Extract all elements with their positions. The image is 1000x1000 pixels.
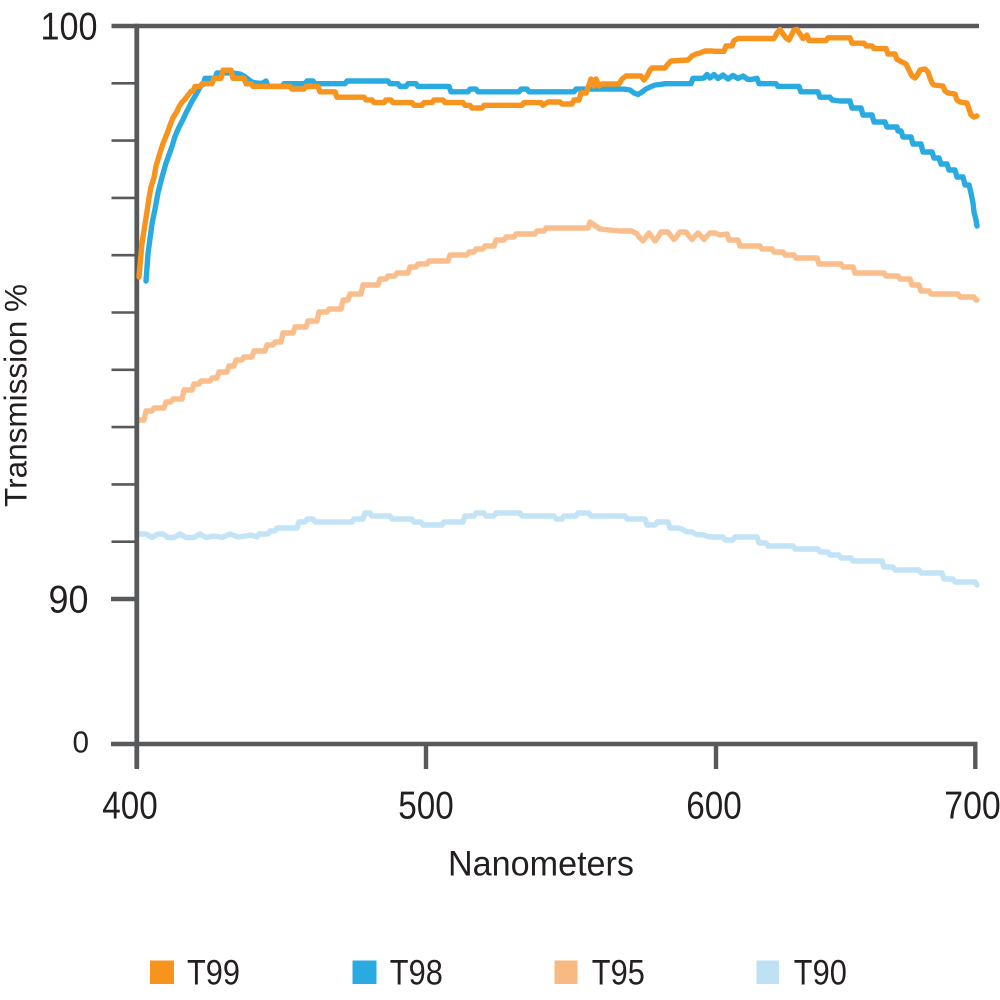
svg-text:90: 90	[49, 579, 89, 622]
svg-text:400: 400	[102, 785, 158, 828]
svg-text:Nanometers: Nanometers	[448, 845, 634, 884]
svg-text:T99: T99	[187, 953, 240, 993]
svg-text:100: 100	[41, 5, 98, 48]
svg-text:Transmission %: Transmission %	[0, 284, 34, 507]
svg-text:500: 500	[398, 785, 454, 828]
svg-text:T90: T90	[794, 953, 847, 993]
svg-text:T95: T95	[592, 953, 645, 993]
svg-text:600: 600	[686, 785, 742, 828]
svg-text:0: 0	[73, 726, 90, 760]
svg-text:T98: T98	[390, 953, 443, 993]
svg-text:700: 700	[944, 785, 1000, 828]
